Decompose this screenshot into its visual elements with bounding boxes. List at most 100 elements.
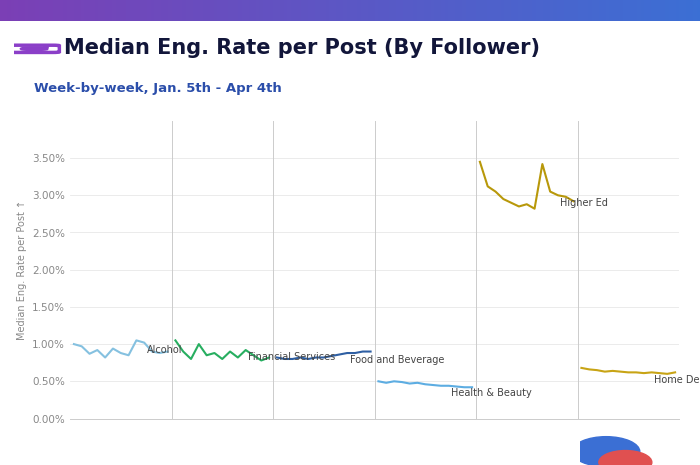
- Bar: [598, 0, 602, 21]
- Bar: [4, 0, 7, 21]
- Bar: [32, 0, 35, 21]
- Bar: [186, 0, 189, 21]
- Bar: [21, 0, 25, 21]
- Bar: [340, 0, 343, 21]
- Bar: [514, 0, 518, 21]
- Bar: [66, 0, 70, 21]
- Bar: [336, 0, 340, 21]
- Bar: [389, 0, 392, 21]
- Text: Health & Beauty: Health & Beauty: [451, 388, 532, 398]
- Bar: [42, 0, 46, 21]
- Bar: [592, 0, 595, 21]
- Bar: [28, 0, 32, 21]
- Bar: [424, 0, 427, 21]
- Bar: [108, 0, 112, 21]
- Bar: [196, 0, 200, 21]
- Bar: [122, 0, 126, 21]
- Bar: [284, 0, 287, 21]
- Bar: [0, 0, 4, 21]
- Bar: [126, 0, 130, 21]
- Bar: [696, 0, 700, 21]
- Bar: [133, 0, 136, 21]
- Bar: [178, 0, 182, 21]
- Circle shape: [599, 451, 652, 465]
- Bar: [438, 0, 441, 21]
- Bar: [634, 0, 637, 21]
- Bar: [217, 0, 220, 21]
- Bar: [616, 0, 620, 21]
- Bar: [172, 0, 175, 21]
- Bar: [231, 0, 234, 21]
- Text: Rival: Rival: [639, 427, 670, 437]
- Bar: [609, 0, 612, 21]
- Bar: [672, 0, 676, 21]
- Bar: [662, 0, 665, 21]
- Bar: [84, 0, 88, 21]
- Bar: [578, 0, 581, 21]
- Bar: [430, 0, 434, 21]
- Bar: [469, 0, 472, 21]
- Bar: [214, 0, 217, 21]
- Bar: [343, 0, 346, 21]
- Bar: [318, 0, 322, 21]
- Bar: [158, 0, 161, 21]
- Bar: [595, 0, 598, 21]
- Bar: [315, 0, 318, 21]
- Bar: [80, 0, 84, 21]
- Text: Higher Ed: Higher Ed: [560, 198, 608, 207]
- Y-axis label: Median Eng. Rate per Post ↑: Median Eng. Rate per Post ↑: [17, 199, 27, 340]
- Bar: [434, 0, 438, 21]
- Bar: [553, 0, 556, 21]
- Bar: [46, 0, 49, 21]
- Bar: [648, 0, 651, 21]
- Bar: [682, 0, 686, 21]
- Bar: [88, 0, 91, 21]
- Bar: [420, 0, 424, 21]
- Bar: [588, 0, 592, 21]
- Bar: [686, 0, 690, 21]
- Bar: [140, 0, 143, 21]
- Bar: [511, 0, 514, 21]
- Bar: [130, 0, 133, 21]
- Bar: [248, 0, 252, 21]
- Bar: [70, 0, 74, 21]
- Bar: [570, 0, 574, 21]
- Bar: [560, 0, 564, 21]
- Bar: [56, 0, 60, 21]
- Bar: [602, 0, 606, 21]
- Bar: [294, 0, 298, 21]
- Bar: [116, 0, 119, 21]
- Bar: [385, 0, 389, 21]
- Bar: [270, 0, 273, 21]
- Bar: [298, 0, 301, 21]
- Bar: [273, 0, 276, 21]
- Circle shape: [573, 437, 640, 465]
- Bar: [676, 0, 679, 21]
- Bar: [168, 0, 172, 21]
- Bar: [308, 0, 312, 21]
- Bar: [550, 0, 553, 21]
- Bar: [584, 0, 588, 21]
- Bar: [378, 0, 382, 21]
- Bar: [528, 0, 532, 21]
- Bar: [259, 0, 262, 21]
- Bar: [371, 0, 374, 21]
- Bar: [651, 0, 654, 21]
- Bar: [626, 0, 630, 21]
- Bar: [206, 0, 210, 21]
- Bar: [581, 0, 584, 21]
- Bar: [203, 0, 206, 21]
- Bar: [658, 0, 662, 21]
- Bar: [346, 0, 350, 21]
- Bar: [161, 0, 164, 21]
- Bar: [525, 0, 528, 21]
- Bar: [490, 0, 493, 21]
- Bar: [522, 0, 525, 21]
- Bar: [427, 0, 430, 21]
- Text: IQ: IQ: [650, 444, 666, 457]
- Bar: [220, 0, 224, 21]
- Bar: [416, 0, 420, 21]
- Bar: [256, 0, 259, 21]
- Bar: [508, 0, 511, 21]
- Bar: [210, 0, 214, 21]
